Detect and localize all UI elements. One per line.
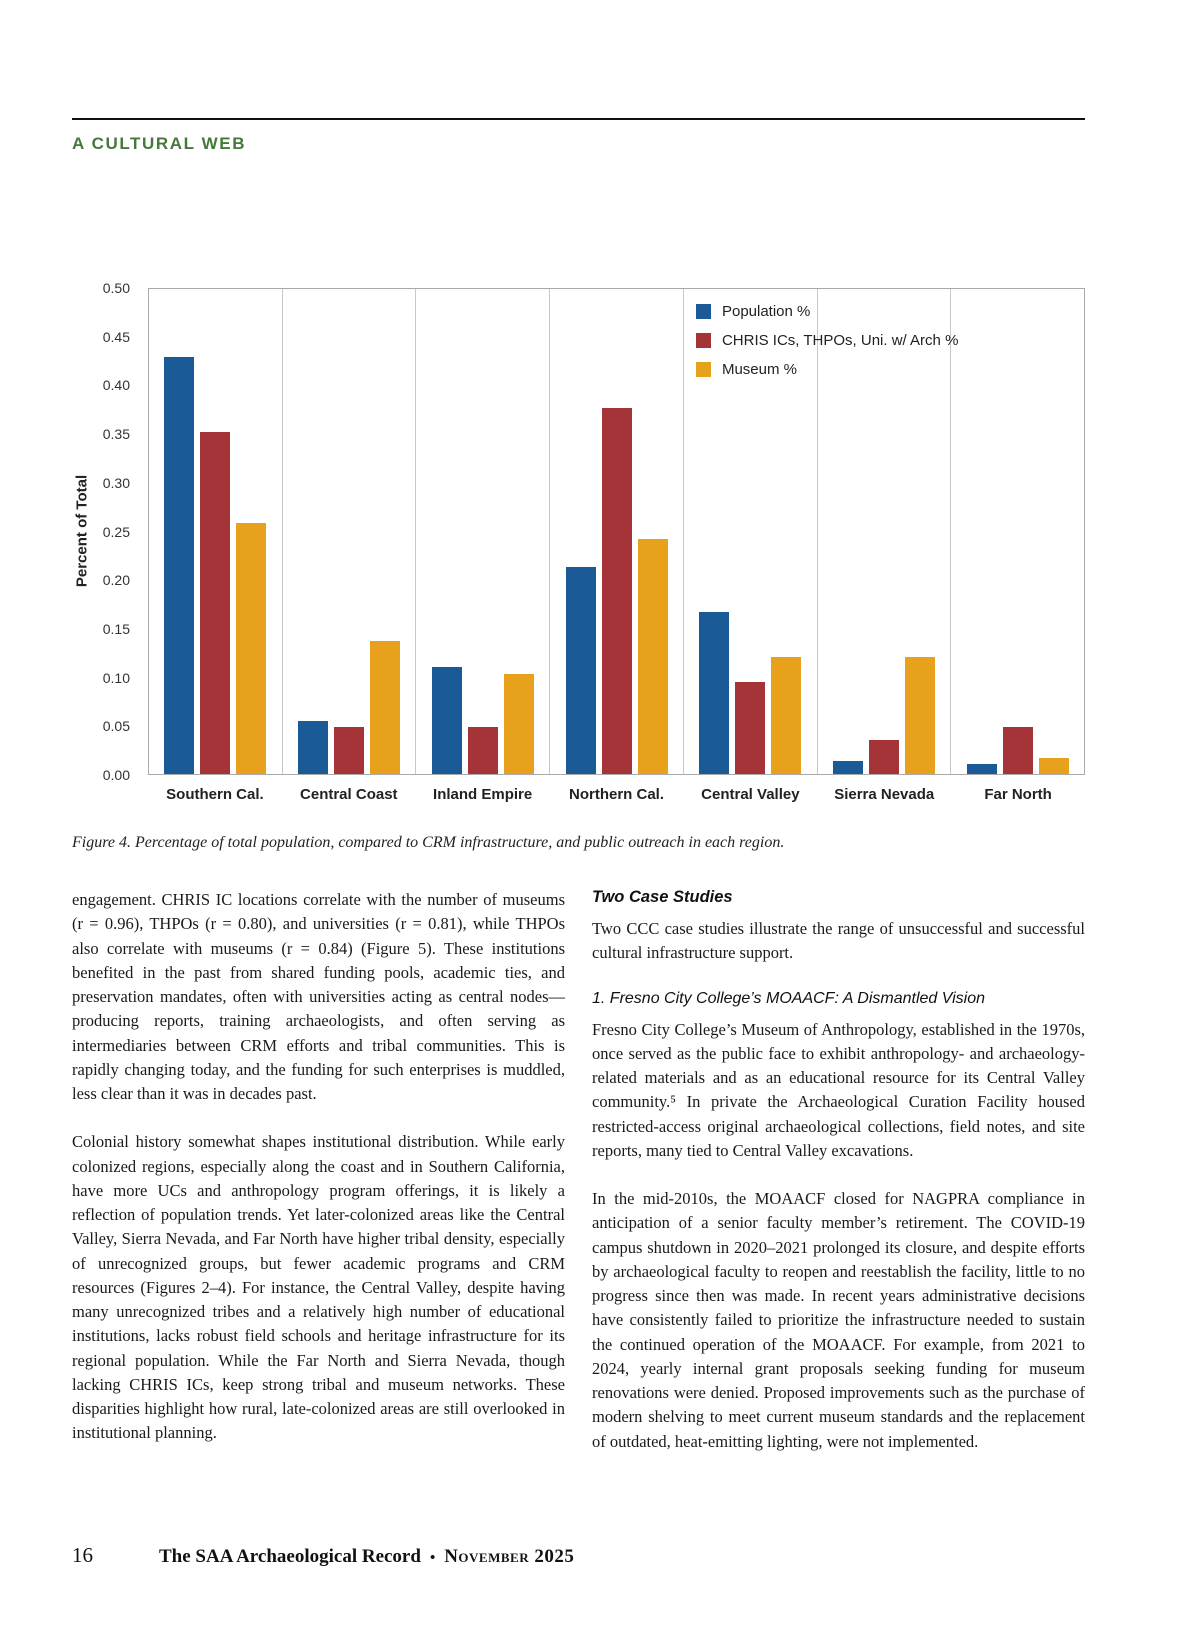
- bar: [236, 522, 267, 774]
- y-tick-label: 0.15: [102, 620, 130, 637]
- left-column: engagement. CHRIS IC locations correlate…: [72, 888, 565, 1454]
- article-body: engagement. CHRIS IC locations correlate…: [72, 888, 1085, 1454]
- x-category-label: Central Valley: [701, 786, 800, 803]
- legend-label: Museum %: [721, 361, 797, 378]
- bar: [904, 656, 935, 774]
- bar-group: [684, 289, 818, 774]
- body-paragraph: In the mid-2010s, the MOAACF closed for …: [592, 1189, 1085, 1451]
- bar: [164, 356, 195, 774]
- figure-4: Percent of Total 0.50 0.45 0.40 0.35 0.30 0.2…: [72, 280, 1085, 852]
- bar: [637, 539, 668, 774]
- bar-group: [818, 289, 952, 774]
- bar-chart: Percent of Total 0.50 0.45 0.40 0.35 0.30 0.2…: [72, 280, 1085, 812]
- body-paragraph: Fresno City College’s Museum of Anthropo…: [592, 1019, 1085, 1160]
- x-category-label: Sierra Nevada: [834, 786, 935, 803]
- bar-group: [416, 289, 551, 774]
- y-axis-tick-labels: 0.50 0.45 0.40 0.35 0.30 0.25 0.20 0.15 0.10 0.05…: [72, 280, 142, 783]
- legend-label: Population %: [721, 303, 811, 320]
- legend-label: CHRIS ICs, THPOs, Uni. w/ Arch %: [721, 332, 959, 349]
- legend-swatch-icon: [695, 362, 711, 377]
- y-tick-label: 0.25: [102, 523, 130, 540]
- bar: [868, 740, 899, 774]
- subsection-heading: Two Case Studies: [592, 888, 733, 906]
- page-number: 16: [72, 1543, 93, 1567]
- footer-bullet: •: [429, 1550, 436, 1566]
- y-tick-label: 0.30: [102, 474, 130, 491]
- page-footer: 16 The SAA Archaeological Record • Novem…: [72, 1543, 574, 1568]
- x-category-label: Far North: [984, 786, 1052, 803]
- legend-item: Museum %: [695, 361, 958, 378]
- legend-swatch-icon: [695, 304, 711, 319]
- bar-groups: [149, 289, 1084, 774]
- legend-item: CHRIS ICs, THPOs, Uni. w/ Arch %: [695, 332, 959, 349]
- x-category-label: Northern Cal.: [569, 786, 665, 803]
- body-paragraph: Colonial history somewhat shapes institu…: [72, 1132, 565, 1443]
- x-category-label: Inland Empire: [433, 786, 533, 803]
- bar-group: [149, 289, 283, 774]
- bar: [200, 431, 231, 774]
- bar: [565, 567, 596, 774]
- right-column: Two Case Studies Two CCC case studies il…: [592, 888, 1085, 1454]
- plot-area: Population % CHRIS ICs, THPOs, Uni. w/ Ar…: [148, 288, 1085, 775]
- x-category-label: Central Coast: [300, 786, 398, 803]
- x-axis-category-labels: Southern Cal. Central Coast Inland Empire N…: [148, 775, 1085, 803]
- bar-group: [283, 289, 417, 774]
- bar-group: [550, 289, 684, 774]
- bar: [467, 727, 498, 774]
- issue-date: November 2025: [444, 1546, 575, 1567]
- bar: [601, 408, 632, 774]
- bar: [298, 720, 329, 774]
- figure-caption: Figure 4. Percentage of total population…: [72, 834, 785, 851]
- y-tick-label: 0.45: [102, 328, 130, 345]
- legend-swatch-icon: [695, 333, 711, 348]
- bar: [334, 727, 365, 774]
- bar: [370, 641, 401, 774]
- bar: [699, 612, 730, 774]
- section-header: A CULTURAL WEB: [72, 134, 247, 153]
- header-rule: [72, 118, 1085, 120]
- body-paragraph: engagement. CHRIS IC locations correlate…: [72, 890, 565, 1103]
- y-tick-label: 0.40: [102, 377, 130, 394]
- x-category-label: Southern Cal.: [166, 786, 264, 803]
- bar: [1038, 757, 1069, 774]
- y-tick-label: 0.00: [102, 767, 130, 783]
- body-paragraph: Two CCC case studies illustrate the rang…: [592, 919, 1085, 963]
- y-tick-label: 0.50: [102, 280, 130, 296]
- case-study-heading: 1. Fresno City College’s MOAACF: A Disma…: [592, 989, 986, 1007]
- chart-legend: Population % CHRIS ICs, THPOs, Uni. w/ Ar…: [695, 303, 959, 378]
- legend-item: Population %: [695, 303, 958, 320]
- bar: [771, 656, 802, 774]
- bar: [832, 761, 863, 774]
- y-tick-label: 0.05: [102, 718, 130, 735]
- y-tick-label: 0.20: [102, 572, 130, 589]
- y-tick-label: 0.10: [102, 669, 130, 686]
- journal-title: The SAA Archaeological Record: [159, 1546, 421, 1567]
- bar-group: [951, 289, 1084, 774]
- bar: [735, 681, 766, 774]
- bar: [503, 674, 534, 774]
- bar: [1002, 727, 1033, 774]
- y-tick-label: 0.35: [102, 426, 130, 443]
- bar: [966, 764, 997, 774]
- bar: [431, 667, 462, 774]
